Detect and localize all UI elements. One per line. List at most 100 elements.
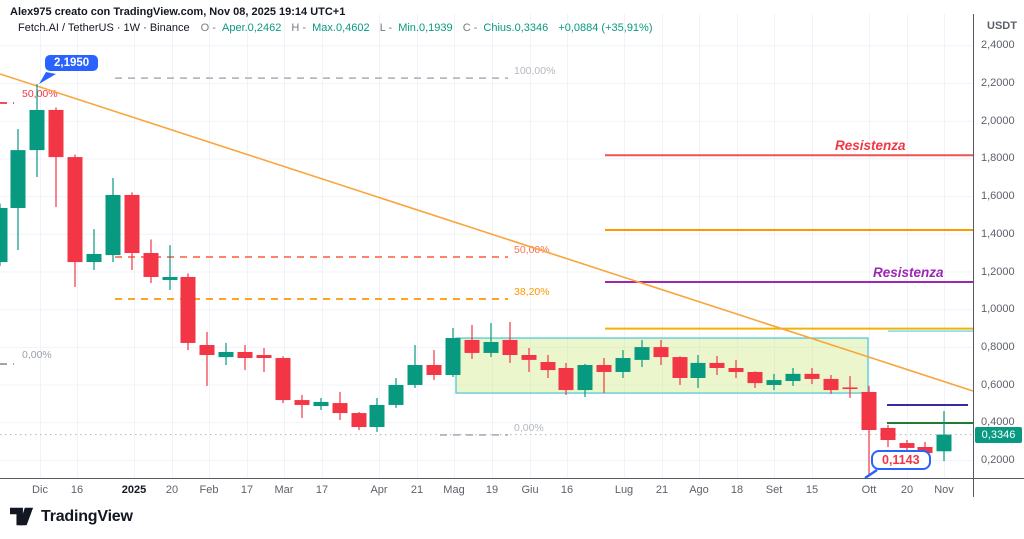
- candle-body: [332, 403, 348, 414]
- candle-body: [162, 276, 178, 280]
- candle-body: [823, 378, 839, 391]
- time-tick-label: Ott: [861, 484, 877, 496]
- candle-body: [426, 364, 442, 375]
- candle-body: [388, 384, 404, 405]
- candle-body: [143, 253, 159, 277]
- descending-trendline[interactable]: [0, 73, 974, 392]
- time-tick-label: Apr: [370, 484, 388, 496]
- candle-body: [464, 339, 480, 353]
- candle-body: [785, 373, 801, 382]
- price-tick-label: 1,0000: [981, 303, 1015, 316]
- high-price-tooltip: 2,1950: [45, 55, 99, 71]
- close-value: Chius.0,3346: [483, 22, 549, 34]
- candle-body: [67, 157, 83, 263]
- time-tick-label: 21: [410, 484, 424, 496]
- time-tick-label: 18: [730, 484, 744, 496]
- watermark-title: Alex975 creato con TradingView.com, Nov …: [10, 6, 346, 18]
- candle-body: [521, 355, 537, 360]
- candle-body: [577, 364, 593, 391]
- tradingview-brand-text[interactable]: TradingView: [41, 508, 133, 525]
- time-tick-label: Feb: [199, 484, 219, 496]
- price-tick-label: 2,4000: [981, 39, 1015, 52]
- candle-body: [275, 358, 291, 401]
- candle-body: [690, 362, 706, 379]
- candle-body: [105, 194, 121, 256]
- candle-body: [199, 345, 215, 356]
- fib-level-label: 50,00%: [514, 244, 550, 256]
- candle-body: [124, 194, 140, 254]
- price-tick-label: 0,6000: [981, 378, 1015, 391]
- price-tick-label: 1,8000: [981, 152, 1015, 165]
- candle-body: [596, 364, 612, 372]
- candle-body: [29, 109, 45, 151]
- candle-body: [48, 109, 64, 158]
- low-label: L -: [379, 22, 396, 34]
- candle-body: [180, 276, 196, 343]
- resistance-label: Resistenza: [835, 138, 906, 153]
- candle-body: [256, 355, 272, 359]
- candle-body: [842, 387, 858, 390]
- time-tick-label: Mag: [443, 484, 465, 496]
- candle-body: [880, 427, 896, 441]
- time-tick-label: 17: [240, 484, 254, 496]
- fib-level-label: 0,00%: [22, 349, 52, 361]
- time-tick-label: 17: [315, 484, 329, 496]
- time-tick-label: Ago: [689, 484, 709, 496]
- time-tick-label: Dic: [32, 484, 48, 496]
- candle-body: [634, 347, 650, 360]
- high-value: Max.0,4602: [312, 22, 370, 34]
- candle-body: [615, 358, 631, 372]
- candle-body: [672, 357, 688, 379]
- low-tooltip-pointer: [864, 468, 878, 480]
- candle-body: [766, 380, 782, 385]
- low-value: Min.0,1939: [398, 22, 453, 34]
- fib-level-label: 50,00%: [22, 88, 58, 100]
- candle-body: [861, 391, 877, 431]
- current-price-badge: 0,3346: [975, 426, 1022, 443]
- price-tick-label: 1,6000: [981, 190, 1015, 203]
- candle-body: [10, 150, 26, 208]
- price-tick-label: 2,0000: [981, 114, 1015, 127]
- time-tick-label: Nov: [934, 484, 954, 496]
- price-tick-label: 0,2000: [981, 454, 1015, 466]
- time-tick-label: 21: [655, 484, 669, 496]
- candle-body: [218, 351, 234, 358]
- legend-bar: Fetch.AI / TetherUS · 1W · Binance O - A…: [18, 22, 656, 34]
- open-label: O -: [200, 22, 219, 34]
- price-tick-label: 2,2000: [981, 77, 1015, 89]
- candle-body: [709, 362, 725, 369]
- consolidation-box-zone[interactable]: [455, 337, 869, 394]
- time-tick-label: Lug: [614, 484, 634, 496]
- price-tick-label: 1,2000: [981, 265, 1015, 278]
- low-price-tooltip: 0,1143: [871, 450, 931, 470]
- time-tick-label: Giu: [521, 484, 539, 496]
- candle-body: [502, 339, 518, 356]
- price-tick-label: 1,4000: [981, 227, 1015, 240]
- time-tick-label: 15: [805, 484, 819, 496]
- candle-body: [728, 368, 744, 372]
- candle-body: [747, 371, 763, 384]
- close-label: C -: [462, 22, 481, 34]
- fib-level-label: 0,00%: [514, 422, 544, 434]
- candle-body: [313, 401, 329, 407]
- symbol-description[interactable]: Fetch.AI / TetherUS · 1W · Binance: [18, 22, 190, 34]
- time-tick-label: 20: [165, 484, 179, 496]
- time-tick-label: 16: [560, 484, 574, 496]
- candle-body: [407, 364, 423, 385]
- time-tick-label: 20: [900, 484, 914, 496]
- tradingview-logo-icon[interactable]: [10, 506, 34, 528]
- time-tick-label: 19: [485, 484, 499, 496]
- currency-label: USDT: [987, 20, 1017, 32]
- open-value: Aper.0,2462: [222, 22, 282, 34]
- high-tooltip-pointer: [39, 72, 56, 84]
- high-label: H -: [291, 22, 310, 34]
- candle-body: [351, 413, 367, 428]
- candle-body: [0, 207, 8, 263]
- candle-body: [237, 351, 253, 359]
- candle-body: [653, 347, 669, 358]
- fib-level-label: 100,00%: [514, 65, 555, 77]
- candle-body: [483, 341, 499, 353]
- resistance-label: Resistenza: [873, 265, 944, 280]
